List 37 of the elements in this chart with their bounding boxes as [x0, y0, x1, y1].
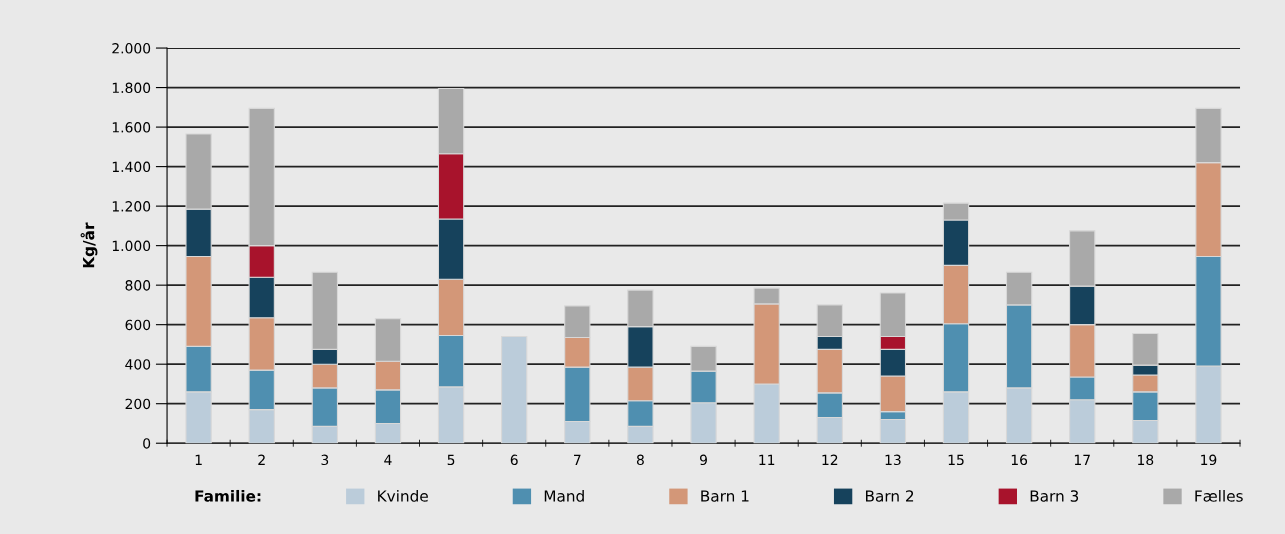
x-tick-label: 18 — [1138, 454, 1154, 466]
x-tick-label: 9 — [699, 454, 707, 466]
bar — [501, 335, 528, 444]
legend-label: Fælles — [1195, 489, 1243, 502]
y-tick-label: 0 — [143, 438, 151, 449]
legend-label: Mand — [544, 489, 584, 502]
x-tick-label: 12 — [822, 454, 838, 465]
y-tick-label: 1.600 — [112, 122, 151, 133]
y-tick-label: 800 — [125, 280, 151, 291]
x-tick-label: 5 — [447, 454, 455, 466]
y-tick-label: 200 — [125, 398, 151, 410]
x-tick-label: 2 — [258, 454, 265, 465]
x-tick-label: 4 — [384, 454, 392, 465]
y-tick-label: 1.200 — [112, 201, 151, 212]
y-axis-title: Kg/år — [80, 222, 98, 268]
x-tick-label: 1 — [195, 454, 202, 465]
y-tick-label: 1.800 — [112, 82, 151, 94]
x-tick-label: 17 — [1074, 454, 1090, 465]
y-tick-label: 400 — [125, 359, 151, 370]
x-tick-label: 3 — [321, 454, 329, 466]
legend-label: Barn 3 — [1030, 490, 1079, 502]
x-tick-label: 13 — [885, 454, 901, 466]
y-tick-label: 1.400 — [112, 161, 151, 173]
x-tick-label: 7 — [574, 454, 581, 465]
y-tick-label: 2.000 — [112, 43, 151, 54]
x-tick-label: 15 — [948, 454, 964, 466]
x-tick-label: 16 — [1011, 454, 1028, 466]
x-tick-label: 19 — [1201, 454, 1217, 466]
y-tick-label: 600 — [125, 319, 151, 331]
legend-title: Familie: — [195, 489, 261, 502]
x-tick-label: 6 — [510, 454, 518, 466]
legend-label: Kvinde — [378, 489, 428, 502]
legend-label: Barn 1 — [701, 490, 749, 502]
x-tick-label: 8 — [636, 454, 644, 466]
y-tick-label: 1.000 — [112, 240, 151, 252]
x-tick-label: 11 — [759, 454, 775, 465]
legend-label: Barn 2 — [866, 490, 914, 502]
